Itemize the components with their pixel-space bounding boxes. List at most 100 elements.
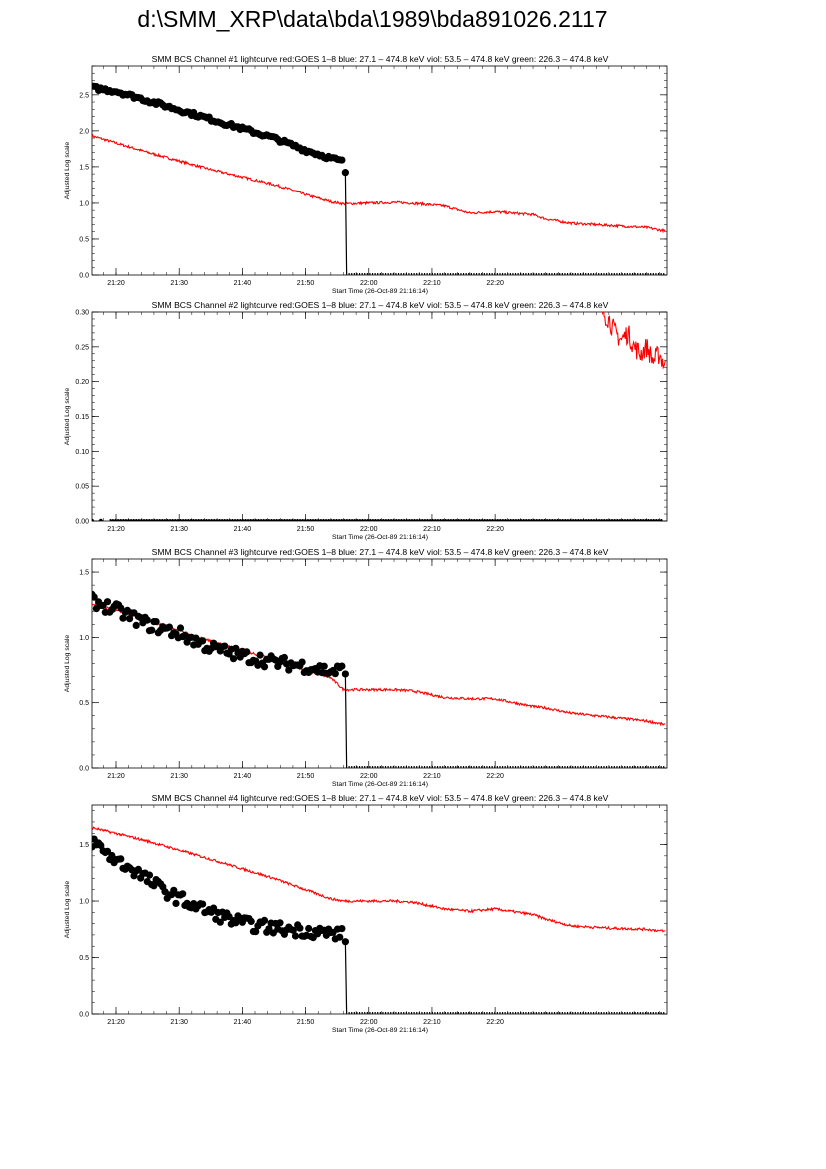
- bcs-data-point: [243, 648, 251, 656]
- bcs-data-point: [229, 655, 238, 663]
- x-tick-label: 22:10: [423, 1019, 441, 1026]
- bcs-data-point: [150, 882, 158, 890]
- bcs-data-point: [170, 886, 178, 894]
- plot-frame: [91, 311, 668, 522]
- bcs-data-point: [338, 925, 346, 933]
- x-tick-label: 21:20: [107, 280, 125, 287]
- goes-series-line: [92, 133, 666, 234]
- bcs-data-point: [179, 890, 187, 898]
- y-tick-label: 2.0: [79, 128, 89, 135]
- y-axis-label: Adjusted Log scale: [64, 388, 71, 446]
- x-tick-label: 21:40: [234, 773, 252, 780]
- bcs-data-point: [336, 933, 344, 941]
- bcs-data-point: [126, 615, 134, 623]
- y-tick-label: 0.10: [75, 449, 89, 456]
- y-tick-label: 1.0: [79, 899, 89, 906]
- bcs-data-point: [210, 904, 218, 912]
- bcs-data-point: [331, 670, 339, 678]
- bcs-data-point: [132, 621, 140, 630]
- y-tick-label: 1.5: [79, 164, 89, 171]
- x-tick-label: 22:00: [360, 1019, 378, 1026]
- x-tick-label: 21:20: [107, 773, 125, 780]
- bcs-data-point: [92, 593, 98, 601]
- y-tick-label: 0.00: [75, 519, 89, 526]
- bcs-data-point: [260, 663, 269, 671]
- x-tick-label: 21:40: [234, 526, 252, 533]
- y-tick-label: 1.5: [79, 842, 89, 849]
- chart-title: SMM BCS Channel #1 lightcurve red:GOES 1…: [152, 54, 609, 64]
- bcs-data-point: [176, 624, 185, 632]
- x-tick-label: 21:40: [234, 280, 252, 287]
- bcs-data-point: [119, 614, 127, 622]
- bcs-data-point: [285, 666, 293, 674]
- plot-frame: [91, 558, 668, 769]
- plot-frame: [91, 804, 668, 1015]
- y-tick-label: 1.0: [79, 200, 89, 207]
- y-tick-label: 1.0: [79, 635, 89, 642]
- x-tick-label: 22:20: [486, 1019, 504, 1026]
- x-tick-label: 22:10: [423, 526, 441, 533]
- chart-title: SMM BCS Channel #4 lightcurve red:GOES 1…: [152, 793, 609, 803]
- y-tick-label: 0.0: [79, 766, 89, 773]
- y-tick-label: 0.05: [75, 484, 89, 491]
- bcs-data-point: [216, 918, 224, 926]
- bcs-data-point: [291, 932, 300, 940]
- plot-frame: [91, 65, 668, 276]
- bcs-data-point: [148, 626, 156, 634]
- goes-series-line: [92, 602, 666, 727]
- x-tick-label: 22:20: [486, 773, 504, 780]
- bcs-data-point: [252, 928, 260, 936]
- x-tick-label: 22:20: [486, 280, 504, 287]
- chart-2: SMM BCS Channel #2 lightcurve red:GOES 1…: [64, 300, 668, 541]
- y-tick-label: 0.15: [75, 414, 89, 421]
- y-tick-label: 0.0: [79, 1012, 89, 1019]
- x-axis-label: Start Time (26-Oct-89 21:16:14): [332, 534, 428, 541]
- bcs-data-point: [260, 916, 269, 925]
- x-axis-label: Start Time (26-Oct-89 21:16:14): [332, 1027, 428, 1034]
- bcs-data-point: [247, 917, 255, 926]
- y-tick-label: 0.25: [75, 344, 89, 351]
- bcs-data-point: [143, 616, 151, 624]
- page-title: d:\SMM_XRP\data\bda\1989\bda891026.2117: [137, 6, 608, 32]
- goes-series-line: [92, 826, 666, 933]
- bcs-data-point: [199, 637, 207, 645]
- x-tick-label: 22:10: [423, 773, 441, 780]
- bcs-data-point: [221, 642, 229, 650]
- bcs-data-point: [276, 919, 284, 927]
- bcs-data-point: [145, 871, 154, 879]
- x-tick-label: 21:30: [170, 280, 188, 287]
- bcs-data-point: [152, 618, 160, 626]
- y-tick-label: 0.30: [75, 310, 89, 317]
- x-tick-label: 22:10: [423, 280, 441, 287]
- bcs-data-point: [256, 651, 264, 659]
- bcs-data-point: [280, 653, 288, 662]
- chart-title: SMM BCS Channel #2 lightcurve red:GOES 1…: [152, 300, 609, 310]
- bcs-data-point: [92, 518, 95, 521]
- bcs-drop-line: [344, 941, 348, 1014]
- x-tick-label: 21:30: [170, 1019, 188, 1026]
- x-axis-label: Start Time (26-Oct-89 21:16:14): [332, 781, 428, 788]
- chart-3: SMM BCS Channel #3 lightcurve red:GOES 1…: [64, 547, 668, 788]
- bcs-data-point: [338, 156, 346, 164]
- bcs-data-point: [199, 900, 207, 908]
- bcs-data-point: [305, 924, 313, 933]
- y-tick-label: 0.5: [79, 955, 89, 962]
- y-tick-label: 0.5: [79, 236, 89, 243]
- bcs-data-point: [98, 518, 104, 521]
- x-tick-label: 21:40: [234, 1019, 252, 1026]
- x-tick-label: 21:30: [170, 526, 188, 533]
- chart-4: SMM BCS Channel #4 lightcurve red:GOES 1…: [64, 793, 668, 1034]
- bcs-data-point: [296, 924, 304, 932]
- y-tick-label: 0.20: [75, 379, 89, 386]
- y-axis-label: Adjusted Log scale: [64, 635, 71, 693]
- y-tick-label: 2.5: [79, 92, 89, 99]
- chart-1: SMM BCS Channel #1 lightcurve red:GOES 1…: [64, 54, 668, 295]
- x-tick-label: 21:50: [297, 773, 315, 780]
- x-tick-label: 21:50: [297, 280, 315, 287]
- bcs-data-point: [97, 841, 105, 850]
- bcs-data-point: [320, 662, 328, 670]
- x-tick-label: 21:20: [107, 526, 125, 533]
- bcs-data-point: [298, 658, 306, 666]
- bcs-data-point: [103, 598, 112, 606]
- bcs-data-point: [117, 855, 125, 863]
